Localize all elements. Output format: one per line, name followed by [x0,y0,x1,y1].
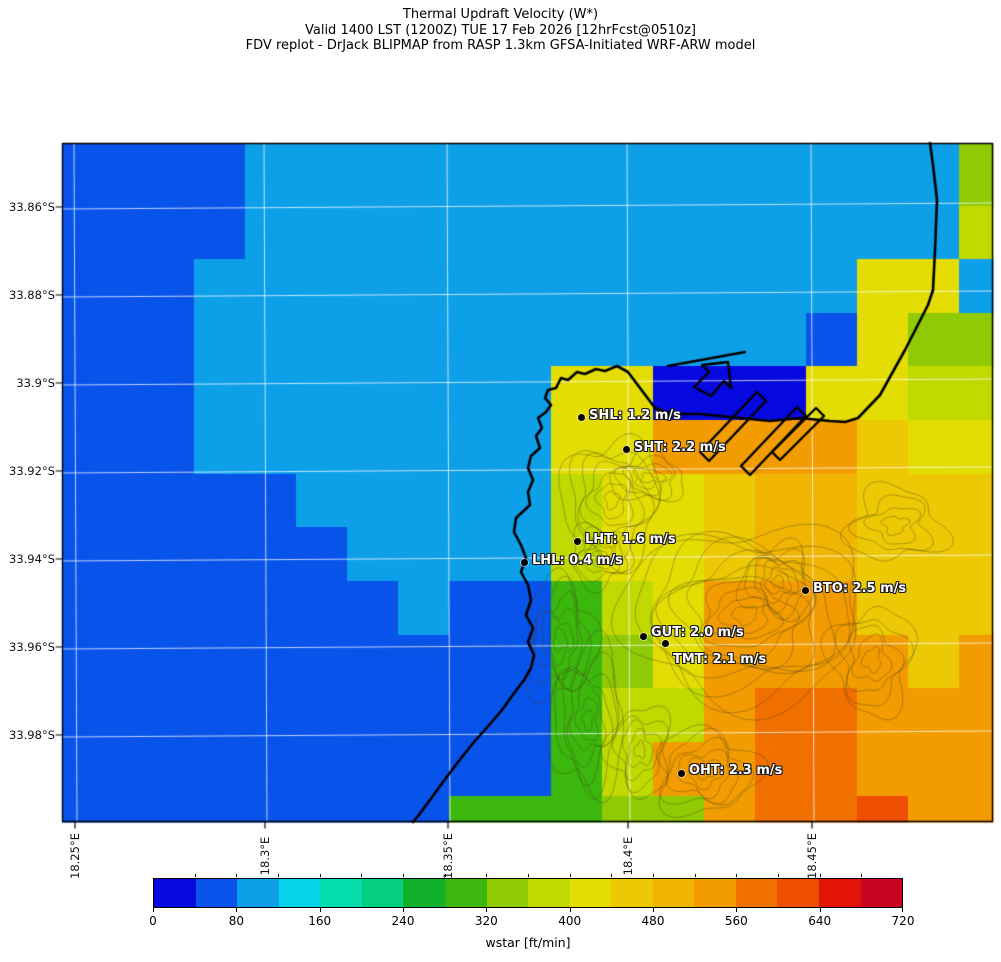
colorbar-tick [653,908,654,912]
station-marker-gut [640,633,647,640]
colorbar-minor-tick [736,874,738,877]
station-label-lht: LHT: 1.6 m/s [585,532,676,547]
colorbar-tick [319,908,321,912]
colorbar-segment [486,879,529,907]
colorbar-tick-label: 0 [149,914,157,928]
station-marker-lhl [521,559,528,566]
colorbar-gradient [153,878,903,908]
y-tick-label: 33.96°S [9,640,55,654]
colorbar-tick [736,908,738,912]
y-tick-label: 33.92°S [9,464,55,478]
colorbar-tick-label: 400 [558,914,582,928]
colorbar-tick [153,908,154,912]
station-label-oht: OHT: 2.3 m/s [689,763,783,778]
colorbar-tick-label: 720 [891,914,915,928]
y-tick-label: 33.98°S [9,728,55,742]
colorbar-minor-tick [236,874,238,877]
colorbar-minor-tick [528,874,529,877]
y-tick-label: 33.94°S [9,552,55,566]
colorbar-minor-tick [819,874,821,877]
colorbar-tick-label: 80 [228,914,244,928]
colorbar-minor-tick [569,874,571,877]
station-label-bto: BTO: 2.5 m/s [813,581,907,596]
station-marker-shl [578,414,585,421]
colorbar-tick-label: 160 [308,914,332,928]
colorbar-segment [860,879,903,907]
station-label-sht: SHT: 2.2 m/s [634,440,726,455]
colorbar-tick [486,908,488,912]
colorbar-segment [777,879,819,907]
x-tick-label: 18.25°E [68,833,82,879]
colorbar-tick-label: 480 [641,914,665,928]
colorbar-segment [278,879,321,907]
colorbar-segment [237,879,279,907]
plot-model-source: FDV replot - DrJack BLIPMAP from RASP 1.… [245,38,756,54]
colorbar-minor-tick [361,874,363,877]
colorbar-minor-tick [444,874,446,877]
colorbar-minor-tick [194,874,196,877]
colorbar-tick [819,908,821,912]
colorbar-label: wstar [ft/min] [485,935,571,950]
colorbar-segment [444,879,487,907]
colorbar-segment [694,879,736,907]
station-marker-lht [574,538,581,545]
plot-valid-time: Valid 1400 LST (1200Z) TUE 17 Feb 2026 [… [304,22,697,38]
station-label-shl: SHL: 1.2 m/s [589,408,681,423]
station-label-lhl: LHL: 0.4 m/s [532,553,623,568]
colorbar-segment [528,879,570,907]
colorbar-minor-tick [694,874,696,877]
station-marker-sht [623,446,630,453]
colorbar-tick-label: 240 [391,914,415,928]
colorbar-minor-tick [653,874,654,877]
colorbar-tick-label: 560 [724,914,748,928]
colorbar-minor-tick [861,874,863,877]
colorbar-segment [403,879,445,907]
colorbar-tick-label: 640 [808,914,832,928]
colorbar: 0 80 160 240 320 400 480 560 640 720 wstar [ft/mi… [149,874,914,950]
colorbar-segment [652,879,695,907]
colorbar-segment [195,879,238,907]
colorbar-tick [236,908,238,912]
y-tick-label: 33.88°S [9,288,55,302]
colorbar-minor-tick [778,874,779,877]
y-tick-label: 33.86°S [9,200,55,214]
colorbar-tick [569,908,571,912]
x-tick-label: 18.4°E [621,836,635,876]
plot-titles: Thermal Updraft Velocity (W*) Valid 1400… [0,7,1001,54]
colorbar-tick [902,908,903,912]
station-label-tmt: TMT: 2.1 m/s [673,652,767,667]
colorbar-segment [611,879,653,907]
station-marker-oht [678,770,685,777]
station-marker-tmt [662,640,669,647]
colorbar-segment [154,879,196,907]
colorbar-segment [819,879,861,907]
colorbar-minor-tick [403,874,404,877]
colorbar-segment [361,879,404,907]
station-label-gut: GUT: 2.0 m/s [651,625,744,640]
colorbar-segment [320,879,362,907]
colorbar-tick [403,908,404,912]
x-tick-label: 18.45°E [805,833,819,879]
plot-title: Thermal Updraft Velocity (W*) [402,7,599,22]
x-tick-label: 18.3°E [258,836,272,876]
x-tick-label: 18.35°E [441,833,455,879]
colorbar-segment [569,879,612,907]
colorbar-minor-tick [611,874,613,877]
colorbar-segment [735,879,778,907]
station-marker-bto [802,587,809,594]
colorbar-minor-tick [278,874,279,877]
y-tick-label: 33.9°S [16,376,55,390]
colorbar-minor-tick [486,874,488,877]
colorbar-minor-tick [319,874,321,877]
colorbar-tick-label: 320 [474,914,498,928]
